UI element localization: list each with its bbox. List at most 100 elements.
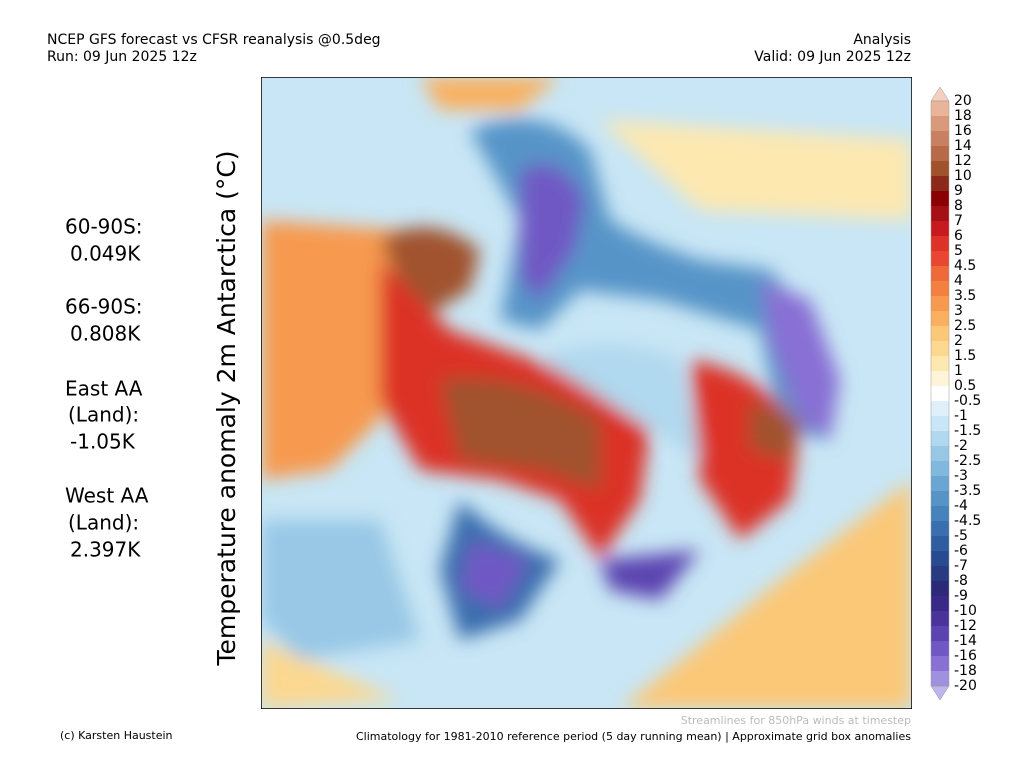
colorbar-label: 10	[954, 168, 972, 184]
map	[261, 77, 912, 709]
colorbar-swatch	[931, 161, 949, 176]
colorbar-label: 5	[954, 243, 963, 259]
colorbar-swatch	[931, 521, 949, 536]
colorbar-label: 18	[954, 108, 972, 124]
y-label: Temperature anomaly 2m Antarctica (°C)	[212, 150, 241, 666]
colorbar-label: 2	[954, 333, 963, 349]
colorbar-label: -2	[954, 438, 968, 454]
climatology-note: Climatology for 1981-2010 reference peri…	[356, 730, 911, 743]
stat-text: 66-90S:	[65, 295, 143, 319]
colorbar-swatch	[931, 431, 949, 446]
colorbar-swatch	[931, 596, 949, 611]
colorbar-swatch	[931, 131, 949, 146]
colorbar-label: -3.5	[954, 483, 981, 499]
colorbar-label: 4	[954, 273, 963, 289]
colorbar-swatch	[931, 116, 949, 131]
colorbar-label: -8	[954, 573, 968, 589]
stat-text: East AA	[65, 377, 143, 401]
credit: (c) Karsten Haustein	[60, 729, 173, 742]
colorbar-label: -5	[954, 528, 968, 544]
title: NCEP GFS forecast vs CFSR reanalysis @0.…	[47, 32, 381, 48]
colorbar-swatch	[931, 341, 949, 356]
colorbar-swatch	[931, 671, 949, 686]
colorbar-label: 3.5	[954, 288, 976, 304]
colorbar-swatch	[931, 401, 949, 416]
colorbar-swatch	[931, 266, 949, 281]
stat-text: -1.05K	[70, 430, 136, 454]
colorbar-label: -16	[954, 648, 977, 664]
mode: Analysis	[853, 32, 911, 48]
colorbar-label: -0.5	[954, 393, 981, 409]
colorbar-label: -7	[954, 558, 968, 574]
colorbar-swatch	[931, 236, 949, 251]
colorbar-swatch	[931, 641, 949, 656]
colorbar-swatch	[931, 536, 949, 551]
colorbar-label: -1.5	[954, 423, 981, 439]
colorbar-label: -2.5	[954, 453, 981, 469]
stat-text: 2.397K	[70, 538, 141, 562]
colorbar-swatch	[931, 566, 949, 581]
colorbar-swatch	[931, 611, 949, 626]
colorbar-label: 1	[954, 363, 963, 379]
stat-text: 60-90S:	[65, 215, 143, 239]
colorbar-swatch	[931, 221, 949, 236]
colorbar-swatch	[931, 296, 949, 311]
colorbar-swatch	[931, 581, 949, 596]
colorbar-label: 0.5	[954, 378, 976, 394]
stat-text: (Land):	[68, 511, 139, 535]
colorbar: 201816141210987654.543.532.521.510.5-0.5…	[930, 86, 981, 701]
colorbar-swatch	[931, 416, 949, 431]
colorbar-swatch	[931, 491, 949, 506]
colorbar-swatch	[931, 176, 949, 191]
colorbar-label: 12	[954, 153, 972, 169]
colorbar-cap	[930, 86, 950, 102]
colorbar-swatch	[931, 551, 949, 566]
colorbar-label: -10	[954, 603, 977, 619]
colorbar-label: -12	[954, 618, 977, 634]
colorbar-label: 8	[954, 198, 963, 214]
colorbar-label: 4.5	[954, 258, 976, 274]
colorbar-label: -14	[954, 633, 977, 649]
run: Run: 09 Jun 2025 12z	[47, 49, 197, 65]
colorbar-label: 2.5	[954, 318, 976, 334]
colorbar-label: 16	[954, 123, 972, 139]
colorbar-label: 14	[954, 138, 972, 154]
colorbar-swatch	[931, 251, 949, 266]
streamlines-note: Streamlines for 850hPa winds at timestep	[681, 714, 911, 727]
colorbar-swatch	[931, 476, 949, 491]
colorbar-swatch	[931, 101, 949, 116]
stat-text: (Land):	[68, 403, 139, 427]
colorbar-swatch	[931, 356, 949, 371]
colorbar-label: -3	[954, 468, 968, 484]
colorbar-cap	[930, 685, 950, 701]
colorbar-swatch	[931, 461, 949, 476]
colorbar-swatch	[931, 206, 949, 221]
colorbar-label: -9	[954, 588, 968, 604]
colorbar-swatch	[931, 326, 949, 341]
colorbar-swatch	[931, 146, 949, 161]
colorbar-swatch	[931, 506, 949, 521]
colorbar-label: -4.5	[954, 513, 981, 529]
colorbar-label: 6	[954, 228, 963, 244]
colorbar-swatch	[931, 446, 949, 461]
colorbar-swatch	[931, 371, 949, 386]
colorbar-label: 9	[954, 183, 963, 199]
colorbar-frame	[930, 100, 950, 687]
colorbar-swatch	[931, 311, 949, 326]
stat-text: West AA	[65, 484, 149, 508]
colorbar-swatch	[931, 626, 949, 641]
stat-text: 0.808K	[70, 322, 141, 346]
colorbar-swatch	[931, 191, 949, 206]
colorbar-label: -18	[954, 663, 977, 679]
colorbar-label: 1.5	[954, 348, 976, 364]
colorbar-label: -6	[954, 543, 968, 559]
colorbar-label: 7	[954, 213, 963, 229]
colorbar-label: 3	[954, 303, 963, 319]
stat-text: 0.049K	[70, 242, 141, 266]
colorbar-label: -20	[954, 678, 977, 694]
valid: Valid: 09 Jun 2025 12z	[754, 49, 911, 65]
colorbar-swatch	[931, 656, 949, 671]
colorbar-label: 20	[954, 93, 972, 109]
colorbar-swatch	[931, 386, 949, 401]
